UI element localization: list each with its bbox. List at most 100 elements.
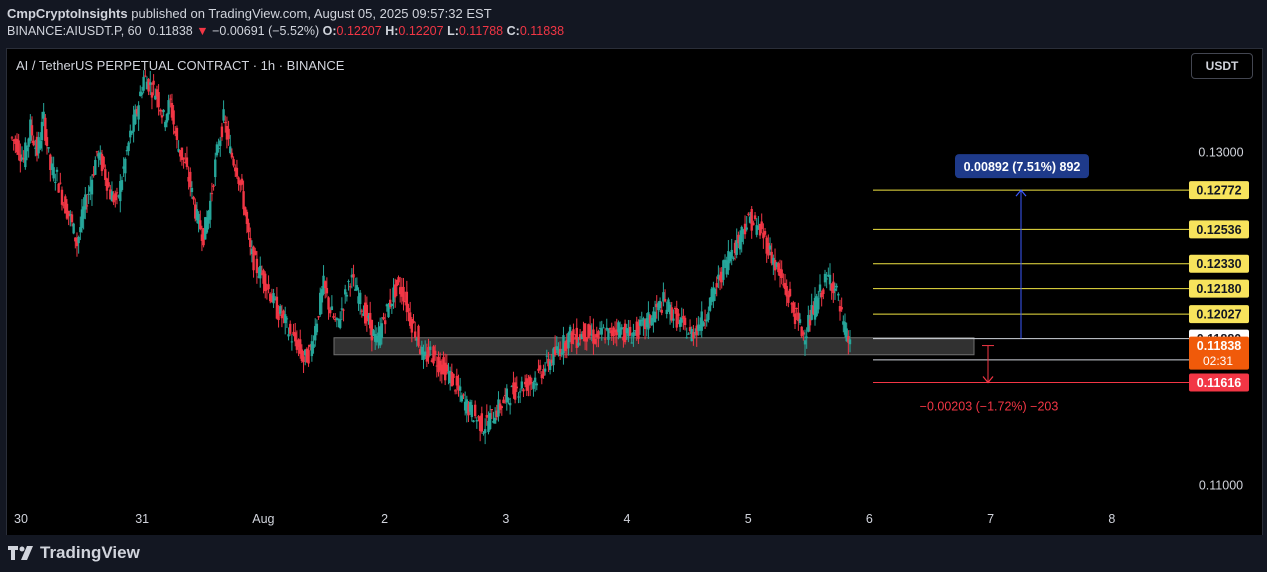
candle-up bbox=[272, 293, 275, 304]
candle-up bbox=[620, 327, 623, 330]
candle-down bbox=[44, 117, 47, 141]
candle-up bbox=[375, 335, 379, 343]
candle-down bbox=[397, 277, 400, 283]
candle-up bbox=[837, 293, 840, 296]
candle-down bbox=[788, 288, 792, 297]
candle-up bbox=[687, 333, 690, 335]
candle-down bbox=[432, 346, 435, 364]
candle-up bbox=[557, 349, 560, 355]
candle-up bbox=[577, 342, 580, 346]
candle-up bbox=[219, 140, 222, 147]
candle-down bbox=[405, 291, 409, 313]
candle-up bbox=[312, 344, 315, 348]
candle-down bbox=[245, 211, 249, 224]
candle-down bbox=[157, 92, 160, 108]
candle-down bbox=[703, 319, 707, 321]
candle-down bbox=[169, 98, 172, 100]
x-tick-label: Aug bbox=[252, 512, 274, 526]
candle-down bbox=[750, 209, 753, 231]
candle-up bbox=[177, 148, 180, 152]
candle-up bbox=[25, 147, 29, 152]
candle-down bbox=[182, 157, 185, 160]
candle-up bbox=[668, 304, 672, 315]
candle-down bbox=[348, 286, 352, 288]
candle-up bbox=[678, 319, 682, 327]
countdown-label: 02:31 bbox=[1203, 354, 1233, 368]
candle-up bbox=[362, 313, 365, 316]
candle-up bbox=[497, 399, 500, 417]
candle-down bbox=[792, 302, 795, 313]
candle-down bbox=[512, 382, 515, 395]
candle-down bbox=[588, 325, 592, 336]
candle-up bbox=[833, 288, 837, 291]
candle-up bbox=[42, 111, 45, 119]
candle-down bbox=[102, 156, 105, 168]
candle-down bbox=[550, 359, 553, 363]
candle-up bbox=[633, 330, 637, 332]
candle-up bbox=[79, 227, 82, 233]
candle-down bbox=[15, 139, 19, 153]
candle-down bbox=[558, 348, 562, 356]
candle-up bbox=[487, 420, 490, 433]
candle-up bbox=[34, 147, 37, 149]
currency-button[interactable]: USDT bbox=[1191, 53, 1253, 79]
candle-up bbox=[617, 322, 620, 333]
candle-down bbox=[430, 360, 434, 362]
candle-up bbox=[54, 181, 57, 183]
support-zone bbox=[333, 337, 975, 356]
close-value: 0.11838 bbox=[519, 24, 565, 38]
candle-down bbox=[522, 389, 525, 392]
candle-up bbox=[314, 326, 317, 341]
candle-up bbox=[420, 346, 424, 354]
candle-down bbox=[763, 231, 767, 235]
candle-down bbox=[612, 327, 615, 337]
candle-up bbox=[229, 146, 232, 153]
candle-down bbox=[760, 221, 763, 230]
candle-up bbox=[685, 337, 688, 339]
candle-up bbox=[772, 257, 775, 265]
candle-up bbox=[658, 300, 662, 309]
candle-up bbox=[702, 322, 705, 327]
candle-up bbox=[740, 226, 743, 242]
candle-down bbox=[75, 238, 79, 247]
candle-up bbox=[645, 318, 648, 328]
candle-down bbox=[573, 338, 577, 340]
candle-up bbox=[222, 109, 225, 121]
candle-up bbox=[37, 137, 40, 154]
candle-down bbox=[60, 189, 64, 205]
candle-down bbox=[100, 153, 104, 172]
candle-down bbox=[199, 220, 202, 230]
candle-up bbox=[713, 288, 717, 295]
candle-up bbox=[652, 311, 655, 322]
candle-up bbox=[562, 335, 565, 354]
candle-up bbox=[483, 429, 487, 433]
candle-down bbox=[830, 283, 833, 292]
candle-down bbox=[144, 75, 147, 77]
candle-down bbox=[782, 284, 785, 286]
candle-down bbox=[17, 140, 20, 155]
candle-down bbox=[777, 263, 780, 273]
tradingview-logo[interactable]: TradingView bbox=[8, 543, 140, 563]
candle-down bbox=[329, 309, 332, 314]
candle-up bbox=[20, 157, 24, 160]
candle-up bbox=[339, 319, 342, 328]
candle-down bbox=[440, 364, 444, 375]
candle-down bbox=[194, 204, 197, 219]
candle-down bbox=[252, 246, 255, 271]
candle-down bbox=[418, 349, 422, 354]
y-tick-label: 0.11000 bbox=[1199, 479, 1243, 493]
candle-up bbox=[387, 304, 390, 318]
level-label: 0.12536 bbox=[1196, 223, 1241, 237]
publisher-name[interactable]: CmpCryptoInsights bbox=[7, 6, 128, 21]
candle-down bbox=[327, 297, 330, 310]
candle-down bbox=[104, 169, 107, 181]
candle-up bbox=[598, 327, 602, 329]
candle-down bbox=[623, 323, 627, 343]
candle-down bbox=[277, 311, 280, 321]
candle-up bbox=[87, 193, 90, 195]
candle-up bbox=[815, 296, 818, 316]
chart-frame[interactable] bbox=[6, 48, 1263, 536]
candle-up bbox=[145, 81, 149, 90]
candle-up bbox=[507, 398, 510, 400]
